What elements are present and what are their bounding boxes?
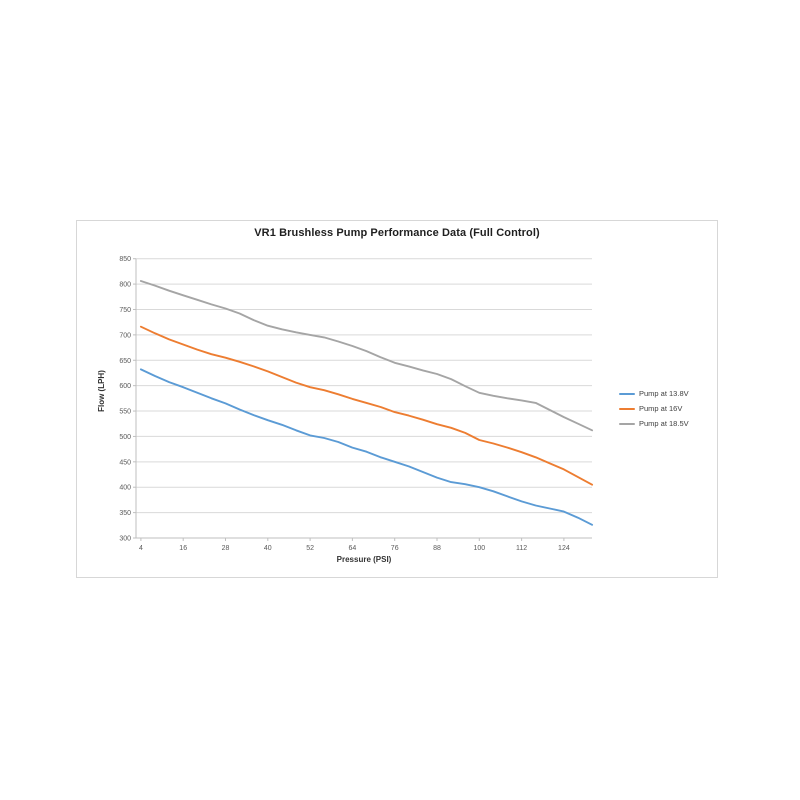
svg-text:700: 700 <box>119 332 131 339</box>
svg-text:400: 400 <box>119 485 131 492</box>
svg-text:76: 76 <box>391 545 399 552</box>
svg-text:28: 28 <box>222 545 230 552</box>
svg-text:800: 800 <box>119 282 131 289</box>
svg-text:650: 650 <box>119 358 131 365</box>
legend-label: Pump at 18.5V <box>639 419 689 428</box>
svg-text:850: 850 <box>119 256 131 263</box>
svg-text:124: 124 <box>558 545 570 552</box>
y-axis-title: Flow (LPH) <box>97 370 106 412</box>
legend-line-marker-icon <box>619 392 635 395</box>
legend-label: Pump at 16V <box>639 404 683 413</box>
svg-text:40: 40 <box>264 545 272 552</box>
svg-text:100: 100 <box>473 545 485 552</box>
svg-text:88: 88 <box>433 545 441 552</box>
legend-line-marker-icon <box>619 407 635 410</box>
svg-text:550: 550 <box>119 409 131 416</box>
svg-text:112: 112 <box>516 545 527 552</box>
svg-text:16: 16 <box>179 545 187 552</box>
legend-label: Pump at 13.8V <box>639 389 689 398</box>
svg-text:52: 52 <box>306 545 314 552</box>
legend-line-marker-icon <box>619 422 635 425</box>
chart-title: VR1 Brushless Pump Performance Data (Ful… <box>254 227 540 239</box>
svg-text:64: 64 <box>349 545 357 552</box>
svg-text:300: 300 <box>119 536 131 543</box>
svg-text:450: 450 <box>119 459 131 466</box>
svg-text:350: 350 <box>119 510 131 517</box>
legend-item-pump-18-5v: Pump at 18.5V <box>619 416 689 431</box>
svg-text:750: 750 <box>119 307 131 314</box>
svg-text:500: 500 <box>119 434 131 441</box>
legend-item-pump-16v: Pump at 16V <box>619 401 689 416</box>
plot-area: 300 350 400 450 500 550 600 650 700 750 800 850 4 16 2… <box>119 256 594 552</box>
svg-text:4: 4 <box>139 545 143 552</box>
x-axis-title: Pressure (PSI) <box>336 555 392 564</box>
pump-performance-chart: VR1 Brushless Pump Performance Data (Ful… <box>76 220 718 578</box>
legend-item-pump-13-8v: Pump at 13.8V <box>619 386 689 401</box>
svg-text:600: 600 <box>119 383 131 390</box>
legend: Pump at 13.8V Pump at 16V Pump at 18.5V <box>619 386 689 431</box>
